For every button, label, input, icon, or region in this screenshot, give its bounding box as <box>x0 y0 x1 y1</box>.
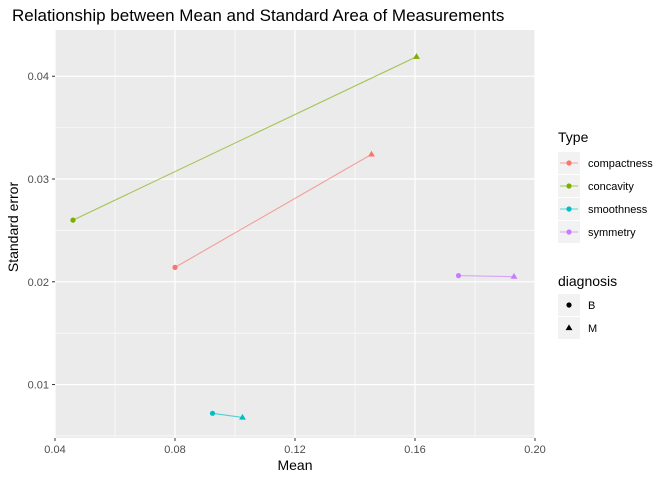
y-axis-title: Standard error <box>5 182 21 273</box>
series-line-concavity <box>72 56 417 221</box>
x-tick-label: 0.08 <box>164 444 185 456</box>
data-point-symmetry-B <box>455 273 462 279</box>
data-point-smoothness-B <box>209 410 216 416</box>
plot-panel <box>54 30 536 438</box>
y-tick-label: 0.03 <box>28 174 49 186</box>
y-tick-label: 0.02 <box>28 277 49 289</box>
legend-title-type: Type <box>558 129 589 145</box>
legend-key-point-smoothness <box>566 206 572 212</box>
data-point-concavity-B <box>70 217 76 223</box>
x-tick-label: 0.04 <box>44 444 65 456</box>
x-tick-label: 0.20 <box>524 444 545 456</box>
legend-key-shape-M <box>565 324 573 331</box>
data-point-compactness-M <box>368 150 375 157</box>
y-tick-label: 0.04 <box>28 71 49 83</box>
data-point-smoothness-M <box>239 413 246 420</box>
series-line-symmetry <box>458 275 515 278</box>
legend-label-compactness: compactness <box>588 158 653 170</box>
legend-key-point-concavity <box>566 183 572 189</box>
legend-key-shape-B <box>566 302 572 308</box>
axis-ticks: 0.04 0.08 0.12 0.16 0.20 0.01 0.02 0.03 0.04 <box>28 71 546 456</box>
legend-key-point-compactness <box>566 160 572 166</box>
y-tick-label: 0.01 <box>28 380 49 392</box>
data-layer <box>70 53 518 420</box>
data-point-symmetry-M <box>510 273 518 279</box>
x-tick-label: 0.12 <box>284 444 305 456</box>
legend-label-M: M <box>588 323 597 335</box>
series-line-compactness <box>174 153 372 268</box>
data-point-compactness-B <box>172 264 178 271</box>
x-tick-label: 0.16 <box>404 444 425 456</box>
data-point-concavity-M <box>413 53 420 59</box>
legend-label-smoothness: smoothness <box>588 204 648 216</box>
x-axis-title: Mean <box>277 457 312 473</box>
legend-label-concavity: concavity <box>588 181 634 193</box>
legend-label-symmetry: symmetry <box>588 227 636 239</box>
legend-label-B: B <box>588 300 595 312</box>
legend-key-point-symmetry <box>566 229 572 235</box>
chart-title: Relationship between Mean and Standard A… <box>12 6 504 25</box>
series-line-smoothness <box>212 412 243 418</box>
legend-title-diagnosis: diagnosis <box>558 273 617 289</box>
legend: Type compactness concavity smoothness symmet… <box>558 129 653 339</box>
